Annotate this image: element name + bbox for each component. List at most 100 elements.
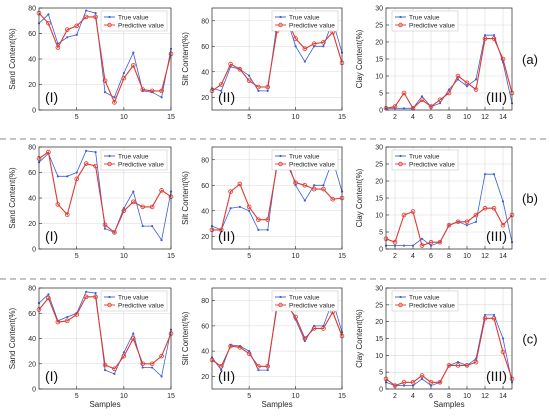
data-point <box>121 75 127 81</box>
data-point <box>474 220 478 223</box>
chart-b-1: 0 20 40 60 80 5 10 15 Sand Content(%) (I) True val… <box>8 145 175 261</box>
series-line <box>38 12 172 104</box>
y-tick-label: 0 <box>32 247 36 254</box>
data-point <box>455 363 461 368</box>
y-tick-label: 40 <box>201 208 209 215</box>
data-point <box>121 353 127 359</box>
y-tick-label: 20 <box>28 361 36 368</box>
y-axis-label: Silt Content(%) <box>181 32 190 86</box>
data-point <box>256 363 261 369</box>
data-point <box>491 36 497 41</box>
x-axis-label: Samples <box>261 400 292 409</box>
panel-label: (III) <box>486 89 507 105</box>
data-point <box>149 204 155 210</box>
chart-a-1: 0 20 40 60 80 5 10 15 Sand Content(%) (I) True val… <box>8 6 175 122</box>
data-point <box>83 161 89 166</box>
data-point <box>302 336 308 341</box>
data-point <box>160 96 163 99</box>
chart-b-2: 20 40 60 80 5 10 15 Silt Content(%) (II) True val… <box>181 146 346 260</box>
data-point <box>103 91 107 94</box>
data-point <box>437 97 443 103</box>
panel-label: (III) <box>486 368 507 384</box>
data-point <box>330 196 336 202</box>
data-point <box>321 186 326 192</box>
y-tick-label: 0 <box>32 387 36 394</box>
data-point <box>410 379 416 385</box>
legend-box <box>100 149 168 171</box>
data-point <box>465 224 469 227</box>
legend-box <box>100 10 168 32</box>
y-tick-label: 25 <box>375 23 383 30</box>
legend-swatch-marker <box>108 154 111 158</box>
data-point <box>83 294 89 300</box>
data-point <box>151 366 154 369</box>
y-tick-label: 5 <box>379 91 383 98</box>
data-point <box>411 384 415 387</box>
x-tick-label: 15 <box>338 253 346 260</box>
data-point <box>141 366 144 369</box>
legend-swatch-marker <box>399 15 402 19</box>
plot-frame <box>211 287 343 390</box>
data-point <box>483 173 487 176</box>
row-label-b: (b) <box>522 191 538 206</box>
legend-entry: True value <box>289 295 320 302</box>
legend-box <box>271 290 339 312</box>
data-point <box>238 205 241 209</box>
y-tick-label: 80 <box>28 145 36 152</box>
data-point <box>483 34 487 37</box>
x-tick-label: 8 <box>447 114 451 121</box>
x-tick-label: 5 <box>75 114 79 121</box>
legend-entry: True value <box>118 154 149 161</box>
legend-swatch-marker <box>278 22 283 28</box>
y-tick-label: 30 <box>375 286 383 293</box>
y-tick-label: 60 <box>28 311 36 318</box>
data-point <box>228 189 233 194</box>
legend-entry: True value <box>409 15 440 22</box>
x-tick-label: 10 <box>463 253 471 260</box>
y-tick-label: 0 <box>379 387 383 394</box>
plot-frame <box>38 287 172 390</box>
chart-b-3: 0 5 10 15 20 25 30 2 4 6 8 10 12 14 Clay Content(%) (II… <box>355 145 515 260</box>
data-point <box>401 379 407 385</box>
y-tick-label: 80 <box>28 286 36 293</box>
data-point <box>130 199 136 205</box>
data-point <box>257 228 260 231</box>
plot-frame <box>211 146 343 250</box>
data-point <box>66 175 69 178</box>
legend-swatch-marker <box>279 154 282 158</box>
data-point <box>492 173 496 176</box>
panel-label: (I) <box>45 228 58 244</box>
data-point <box>419 97 425 103</box>
data-point <box>55 45 61 50</box>
x-tick-label: 15 <box>338 114 346 121</box>
x-tick-label: 4 <box>411 253 415 260</box>
data-point <box>64 212 70 217</box>
x-tick-label: 10 <box>120 253 128 260</box>
legend-swatch-marker <box>399 295 402 299</box>
data-point <box>456 78 460 81</box>
data-point <box>140 361 146 367</box>
series-predictive-value-b-3 <box>383 205 515 248</box>
data-point <box>103 368 107 372</box>
data-point <box>266 368 269 372</box>
data-point <box>455 73 461 79</box>
y-tick-label: 40 <box>201 349 209 356</box>
legend-entry: Predictive value <box>409 23 455 30</box>
data-point <box>303 199 306 202</box>
data-point <box>401 212 407 218</box>
data-point <box>74 312 80 317</box>
x-tick-label: 12 <box>481 253 489 260</box>
legend-swatch-marker <box>107 161 112 167</box>
data-point <box>141 224 144 228</box>
data-point <box>265 363 271 369</box>
plot-frame <box>38 146 172 250</box>
data-point <box>266 89 269 92</box>
data-point <box>256 217 261 222</box>
x-tick-label: 12 <box>481 114 489 121</box>
data-point <box>74 23 80 29</box>
data-point <box>464 363 470 368</box>
